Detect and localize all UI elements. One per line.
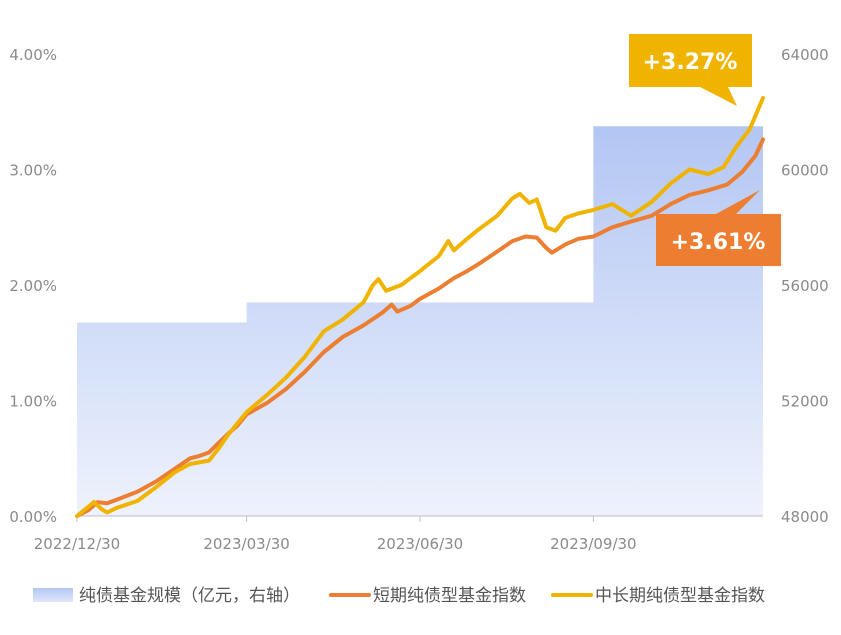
y-left-tick-label: 1.00% [9, 393, 57, 411]
callout-mid-long: +3.27% [629, 34, 752, 106]
y-left-tick-label: 4.00% [9, 46, 57, 64]
x-tick-label: 2023/06/30 [377, 535, 463, 553]
x-tick-label: 2022/12/30 [34, 535, 120, 553]
mid-long-term-index-line [75, 95, 765, 518]
y-right-tick-label: 48000 [781, 508, 829, 526]
callout-layer: +3.27% +3.61% [629, 34, 781, 266]
callout-short: +3.61% [656, 190, 781, 266]
y-right-tick-label: 56000 [781, 277, 829, 295]
axes: 0.00% 1.00% 2.00% 3.00% 4.00% 48000 52000 56000… [9, 46, 828, 553]
legend-label-short-term: 短期纯债型基金指数 [373, 586, 526, 606]
y-left-tick-label: 3.00% [9, 162, 57, 180]
y-right-tick-label: 52000 [781, 393, 829, 411]
y-left-tick-label: 0.00% [9, 508, 57, 526]
series-layer [75, 95, 765, 518]
legend-label-mid-long-term: 中长期纯债型基金指数 [595, 586, 765, 606]
legend-item-mid-long-term: 中长期纯债型基金指数 [551, 586, 765, 606]
y-right-tick-label: 60000 [781, 162, 829, 180]
fund-size-area [77, 126, 763, 516]
legend: 纯债基金规模（亿元，右轴） 短期纯债型基金指数 中长期纯债型基金指数 [33, 586, 765, 606]
callout-short-box [656, 190, 781, 266]
fund-size-area-layer [77, 126, 763, 516]
y-left-tick-label: 2.00% [9, 277, 57, 295]
y-right-tick-label: 64000 [781, 46, 829, 64]
short-term-index-line [75, 137, 765, 518]
legend-item-fund-size: 纯债基金规模（亿元，右轴） [33, 586, 300, 606]
legend-label-fund-size: 纯债基金规模（亿元，右轴） [79, 586, 300, 606]
callout-mid-long-label: +3.27% [643, 50, 738, 75]
callout-mid-long-box [629, 34, 752, 106]
legend-item-short-term: 短期纯债型基金指数 [329, 586, 526, 606]
legend-swatch-fund-size [33, 588, 73, 602]
x-tick-label: 2023/09/30 [550, 535, 636, 553]
x-tick-label: 2023/03/30 [203, 535, 289, 553]
callout-short-label: +3.61% [671, 230, 766, 255]
